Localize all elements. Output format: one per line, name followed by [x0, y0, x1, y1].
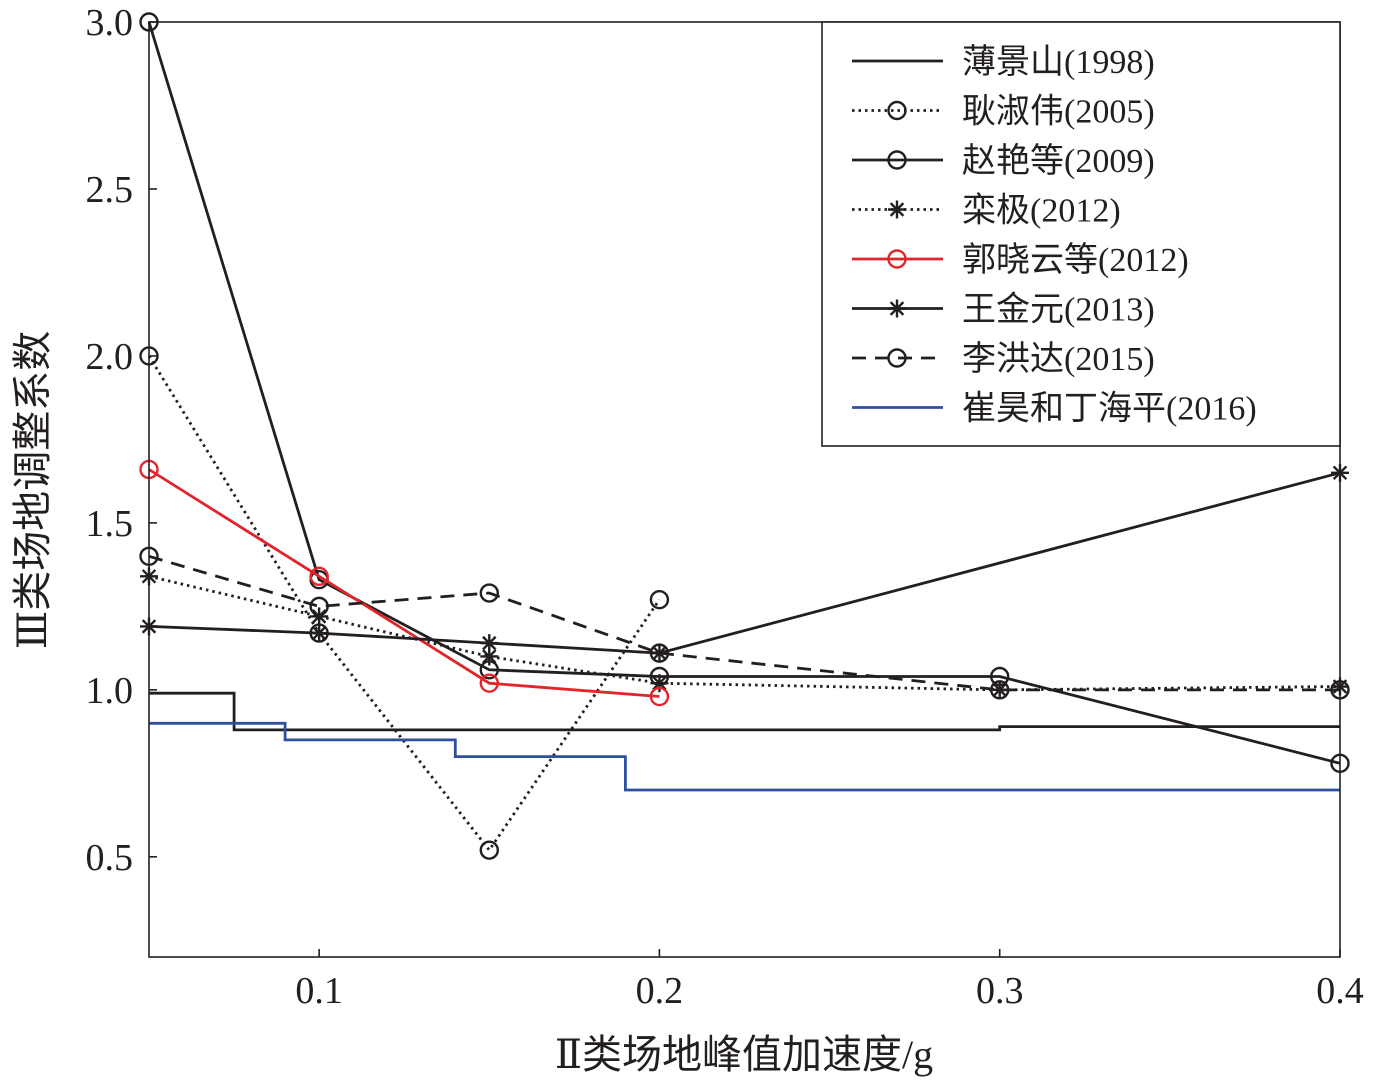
star-stroke: [311, 625, 327, 641]
data-point-circle: [887, 348, 907, 368]
y-tick-label: 3.0: [86, 2, 134, 44]
star-stroke: [889, 301, 905, 316]
series-8: [149, 721, 1340, 792]
legend-item: 崔昊和丁海平(2016): [852, 390, 1257, 428]
data-point-star: [310, 624, 329, 643]
data-point-star: [888, 200, 906, 219]
series-7: [139, 546, 1350, 700]
star-stroke: [992, 682, 1007, 698]
data-point-circle: [649, 643, 670, 663]
y-tick-label: 1.5: [86, 503, 134, 545]
legend-label: 郭晓云等(2012): [962, 241, 1189, 279]
legend-label: 崔昊和丁海平(2016): [962, 390, 1257, 428]
series-line: [148, 554, 1340, 692]
y-tick-label: 0.5: [86, 837, 134, 879]
data-point-circle: [887, 100, 907, 121]
legend-item: 薄景山(1998): [852, 43, 1155, 81]
data-point-circle: [887, 249, 907, 269]
legend-label: 栾极(2012): [962, 192, 1121, 230]
legend-item: 王金元(2013): [852, 291, 1155, 329]
y-tick-label: 2.5: [86, 169, 134, 211]
data-point-circle: [887, 150, 907, 170]
legend-label: 耿淑伟(2005): [962, 93, 1155, 131]
axes: 0.1 0.2 0.3 0.4 0.5 1.0 1.5 2.0 2.5 3.0: [86, 2, 1364, 1012]
y-axis-label: Ⅲ类场地调整系数: [10, 331, 55, 650]
data-point-star: [480, 634, 499, 653]
y-tick-label: 1.0: [86, 670, 134, 712]
legend-label: 薄景山(1998): [962, 43, 1155, 81]
data-point-circle: [649, 686, 670, 707]
data-point-circle: [649, 589, 670, 610]
legend-label: 王金元(2013): [962, 291, 1155, 329]
plot-frame: [148, 21, 1341, 958]
plot-area: [139, 12, 1350, 860]
star-stroke: [889, 202, 905, 217]
data-point-star: [480, 647, 499, 666]
data-point-circle: [990, 680, 1010, 700]
legend-item: 郭晓云等(2012): [852, 241, 1189, 279]
legend-item: 赵艳等(2009): [852, 142, 1155, 180]
series-line: [149, 721, 1340, 792]
star-stroke: [311, 609, 327, 624]
data-point-circle: [479, 583, 499, 603]
x-tick-label: 0.1: [295, 970, 343, 1012]
x-tick-label: 0.4: [1316, 970, 1364, 1012]
star-stroke: [652, 675, 667, 691]
series-line: [149, 691, 1340, 732]
data-point-circle: [479, 840, 499, 860]
star-stroke: [482, 635, 497, 651]
star-stroke: [482, 649, 497, 664]
legend-item: 李洪达(2015): [852, 340, 1155, 378]
data-point-star: [310, 607, 329, 626]
series-line: [148, 468, 660, 698]
legend: 薄景山(1998) 耿淑伟(2005) 赵艳等(2009) 栾极(2012) 郭晓云等(…: [821, 21, 1341, 447]
legend-item: 栾极(2012): [852, 192, 1121, 230]
data-point-circle: [479, 673, 499, 693]
legend-label: 赵艳等(2009): [962, 142, 1155, 180]
y-tick-label: 2.0: [86, 336, 134, 378]
legend-item: 耿淑伟(2005): [852, 93, 1155, 131]
x-tick-label: 0.2: [636, 970, 684, 1012]
series-1: [149, 691, 1340, 732]
data-point-circle: [309, 596, 329, 617]
data-point-star: [888, 299, 906, 318]
x-tick-label: 0.3: [976, 970, 1024, 1012]
star-stroke: [652, 645, 667, 661]
series-6: [140, 463, 1349, 663]
data-point-circle: [309, 566, 329, 587]
x-axis-label: Ⅱ类场地峰值加速度/g: [555, 1032, 933, 1077]
legend-box: [821, 21, 1341, 447]
legend-label: 李洪达(2015): [962, 340, 1155, 378]
series-line: [147, 355, 661, 853]
